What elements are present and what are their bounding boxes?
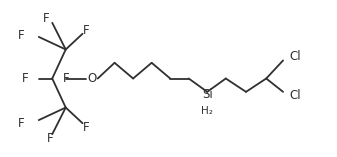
Text: F: F [18,117,24,130]
Text: F: F [18,29,24,42]
Text: F: F [22,72,29,85]
Text: H₂: H₂ [201,106,213,116]
Text: Cl: Cl [289,50,301,63]
Text: Si: Si [202,88,213,101]
Text: F: F [83,122,89,134]
Text: F: F [62,72,69,85]
Text: F: F [43,12,50,25]
Text: Cl: Cl [289,89,301,102]
Text: F: F [83,24,89,37]
Text: F: F [47,132,53,145]
Text: O: O [87,72,97,85]
